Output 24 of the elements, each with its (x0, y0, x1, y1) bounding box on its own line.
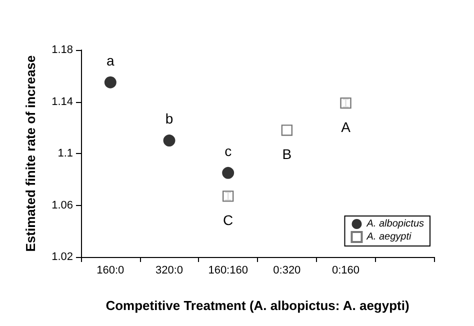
y-tick-label: 1.02 (52, 251, 73, 263)
x-axis-title: Competitive Treatment (A. albopictus: A. aegypti) (106, 298, 410, 313)
y-tick-label: 1.1 (58, 148, 73, 160)
annotation: A (341, 119, 352, 136)
point (163, 134, 176, 147)
x-tick-label: 160:160 (208, 264, 248, 276)
annotation: c (224, 142, 232, 159)
legend-label: A. albopictus (366, 218, 424, 230)
y-tick-label: 1.18 (52, 44, 73, 56)
point (281, 124, 293, 136)
y-tick-label: 1.06 (52, 199, 73, 212)
y-tick-label: 1.14 (52, 96, 73, 108)
annotation: B (282, 146, 292, 162)
x-tick-label: 160:0 (96, 264, 124, 276)
point (104, 76, 116, 88)
legend-label: A. aegypti (366, 232, 412, 242)
annotation: a (106, 52, 115, 68)
x-tick-label: 0:320 (273, 264, 301, 276)
annotation: b (165, 110, 174, 127)
y-axis-title: Estimated finite rate of increase (23, 55, 38, 252)
annotation: C (223, 212, 234, 228)
x-tick-label: 320:0 (155, 264, 184, 276)
x-tick-label: 0:160 (332, 264, 360, 276)
point (222, 166, 234, 179)
